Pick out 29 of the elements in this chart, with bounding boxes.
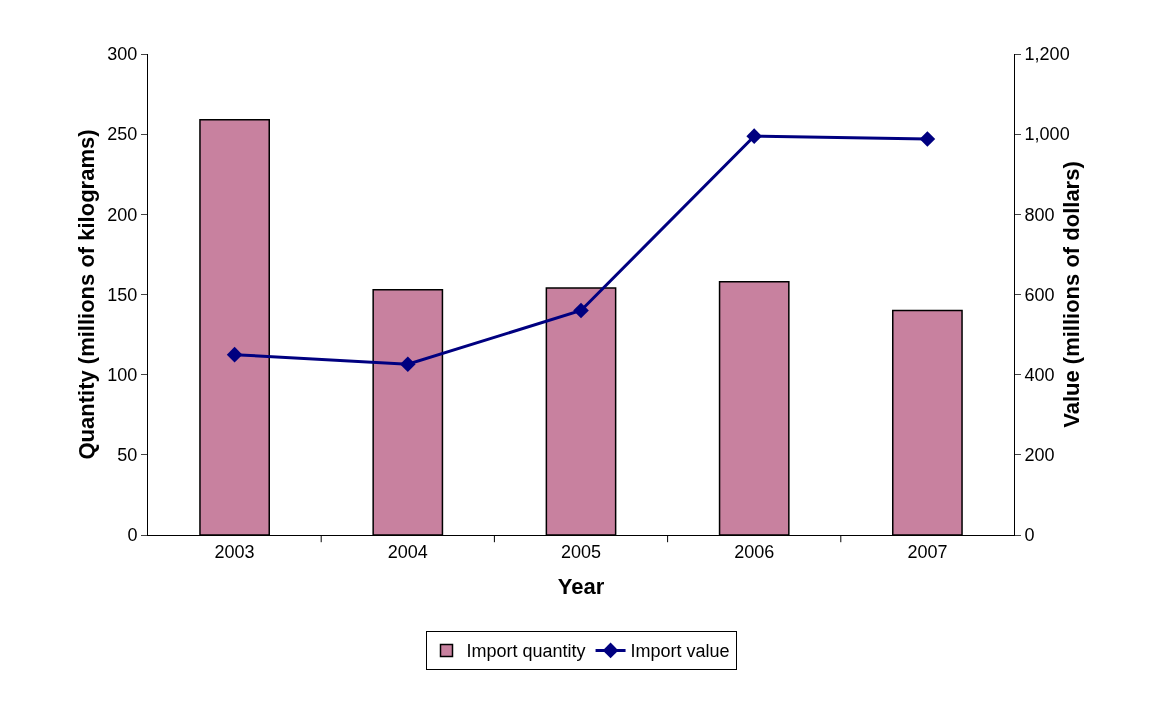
y-tick-label: 300 [107,44,138,65]
y-axis-title: Quantity (millions of kilograms) [74,129,99,460]
y2-tick-label: 400 [1024,364,1055,385]
y2-tick-label: 1,200 [1024,44,1070,65]
y-tick-label: 100 [107,364,138,385]
point [919,131,936,147]
x-tick-label: 2005 [560,541,602,562]
y-tick-label: 150 [107,284,138,305]
x-tick-label: 2007 [907,541,948,562]
point [573,302,589,319]
y-tick-label: 200 [107,204,138,225]
y-tick-label: 0 [127,525,138,546]
x-tick-label: 2003 [214,541,255,562]
y-tick-label: 250 [107,124,138,145]
x-tick-label: 2006 [734,541,775,562]
y2-tick-label: 600 [1024,284,1055,305]
y2-tick-label: 0 [1024,525,1035,546]
x-axis-title: Year [557,574,605,600]
point [226,346,243,363]
point [746,128,762,144]
y2-axis-title: Value (millions of dollars) [1059,161,1084,428]
y2-tick-label: 200 [1024,445,1055,466]
y2-tick-label: 800 [1024,204,1055,225]
y-tick-label: 50 [117,445,138,466]
legend-label: Import value [630,641,730,662]
y2-tick-label: 1,000 [1024,124,1070,145]
point [400,356,416,373]
x-tick-label: 2004 [387,541,428,562]
legend-label: Import quantity [466,641,586,662]
